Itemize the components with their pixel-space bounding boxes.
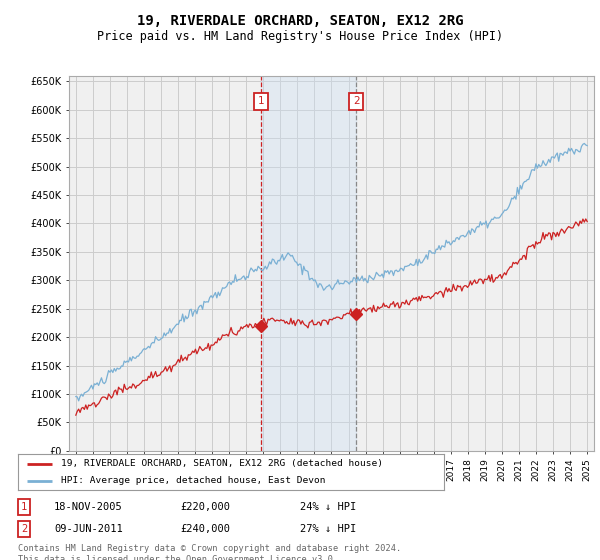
- Text: 19, RIVERDALE ORCHARD, SEATON, EX12 2RG: 19, RIVERDALE ORCHARD, SEATON, EX12 2RG: [137, 14, 463, 28]
- Text: 18-NOV-2005: 18-NOV-2005: [54, 502, 123, 512]
- Bar: [261, 76, 356, 451]
- Text: 24% ↓ HPI: 24% ↓ HPI: [300, 502, 356, 512]
- Text: 2: 2: [353, 96, 359, 106]
- Text: £240,000: £240,000: [180, 524, 230, 534]
- Text: £220,000: £220,000: [180, 502, 230, 512]
- Text: Contains HM Land Registry data © Crown copyright and database right 2024.
This d: Contains HM Land Registry data © Crown c…: [18, 544, 401, 560]
- Text: Price paid vs. HM Land Registry's House Price Index (HPI): Price paid vs. HM Land Registry's House …: [97, 30, 503, 43]
- Text: 19, RIVERDALE ORCHARD, SEATON, EX12 2RG (detached house): 19, RIVERDALE ORCHARD, SEATON, EX12 2RG …: [61, 459, 383, 468]
- Text: 27% ↓ HPI: 27% ↓ HPI: [300, 524, 356, 534]
- Text: HPI: Average price, detached house, East Devon: HPI: Average price, detached house, East…: [61, 477, 325, 486]
- Text: 09-JUN-2011: 09-JUN-2011: [54, 524, 123, 534]
- Text: 1: 1: [258, 96, 265, 106]
- Text: 1: 1: [21, 502, 27, 512]
- Text: 2: 2: [21, 524, 27, 534]
